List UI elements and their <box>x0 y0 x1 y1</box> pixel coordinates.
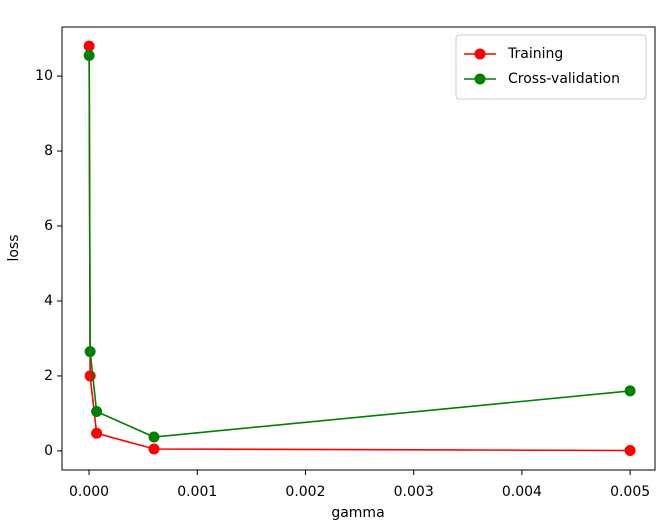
series-line <box>88 55 631 438</box>
data-point <box>91 406 103 418</box>
x-tick-label: 0.004 <box>502 484 542 500</box>
legend-label: Training <box>507 46 563 62</box>
data-point <box>624 445 636 457</box>
y-axis-label: loss <box>6 234 22 261</box>
x-tick-label: 0.002 <box>285 484 325 500</box>
data-point <box>148 443 160 455</box>
data-point <box>83 49 95 61</box>
x-tick-label: 0.003 <box>394 484 434 500</box>
y-tick-label: 4 <box>44 293 53 309</box>
legend-box <box>455 34 647 100</box>
legend-label: Cross-validation <box>508 71 620 87</box>
x-axis-label: gamma <box>331 505 384 521</box>
data-point <box>83 40 95 52</box>
y-tick-label: 8 <box>44 143 53 159</box>
y-tick-label: 0 <box>44 443 53 459</box>
y-tick-label: 10 <box>35 68 53 84</box>
plot-frame <box>61 26 656 471</box>
y-tick-label: 6 <box>44 218 53 234</box>
data-point <box>84 346 96 358</box>
data-point <box>148 431 160 443</box>
x-tick-label: 0.001 <box>177 484 217 500</box>
data-point <box>624 385 636 397</box>
x-tick-label: 0.000 <box>69 484 109 500</box>
data-point <box>91 427 103 439</box>
legend-marker <box>474 48 486 60</box>
y-tick-label: 2 <box>44 368 53 384</box>
x-tick-label: 0.005 <box>610 484 650 500</box>
series-line <box>88 46 631 452</box>
legend-marker <box>474 73 486 85</box>
